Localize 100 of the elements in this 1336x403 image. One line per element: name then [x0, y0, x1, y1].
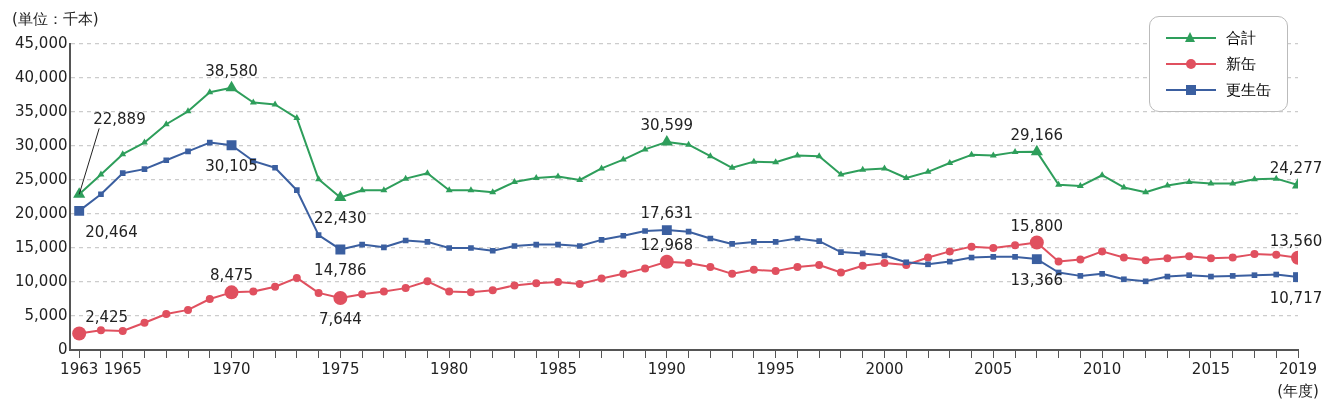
- point: [1229, 273, 1236, 279]
- point: [1250, 250, 1259, 259]
- point: [205, 295, 214, 303]
- point: [423, 277, 432, 286]
- point: [641, 264, 650, 273]
- point: [946, 159, 954, 165]
- data-label: 14,786: [314, 261, 367, 280]
- point: [489, 247, 496, 254]
- y-tick-label: 35,000: [14, 101, 68, 120]
- point: [837, 170, 845, 177]
- point: [728, 269, 737, 278]
- x-tick-label: 1970: [212, 359, 251, 378]
- point: [271, 100, 279, 107]
- point: [1076, 182, 1084, 189]
- data-label: 12,968: [640, 235, 694, 254]
- point: [989, 244, 998, 252]
- point: [1141, 256, 1150, 265]
- legend-label: 更生缶: [1226, 80, 1271, 100]
- point: [162, 309, 171, 318]
- point: [836, 268, 845, 277]
- point: [967, 242, 976, 251]
- legend-label: 新缶: [1226, 54, 1256, 74]
- y-tick-label: 45,000: [14, 33, 68, 52]
- point: [206, 88, 214, 95]
- x-tick-label: 2000: [865, 359, 904, 378]
- point: [598, 237, 605, 243]
- point: [620, 232, 627, 239]
- point: [1185, 178, 1193, 185]
- point: [140, 318, 149, 327]
- point: [945, 247, 954, 256]
- point: [946, 258, 953, 265]
- x-axis-title: (年度): [1277, 382, 1319, 400]
- point: [532, 279, 541, 288]
- point: [576, 243, 583, 249]
- point: [858, 261, 867, 270]
- point: [271, 282, 280, 291]
- point: [1208, 273, 1214, 280]
- point: [555, 241, 561, 248]
- point: [793, 263, 802, 272]
- x-tick-label: 1980: [430, 359, 469, 378]
- point: [467, 186, 475, 193]
- point: [924, 253, 932, 262]
- data-label: 2,425: [85, 307, 129, 326]
- y-tick-label: 20,000: [14, 203, 68, 222]
- point: [750, 157, 758, 164]
- point: [1011, 148, 1019, 155]
- point: [98, 191, 104, 198]
- point: [446, 245, 453, 251]
- point: [358, 186, 366, 193]
- data-label: 8,475: [210, 266, 254, 285]
- point: [294, 187, 300, 194]
- point: [902, 173, 910, 180]
- point: [445, 287, 454, 296]
- y-tick-label: 40,000: [14, 67, 68, 86]
- data-label: 20,464: [85, 222, 138, 241]
- point: [554, 172, 562, 179]
- x-tick-label: 2015: [1191, 359, 1231, 378]
- point: [163, 157, 170, 164]
- point: [815, 152, 823, 159]
- y-tick-label: 15,000: [14, 237, 68, 256]
- point: [293, 114, 301, 121]
- data-label: 30,105: [205, 157, 258, 176]
- y-tick-label: 10,000: [14, 271, 68, 290]
- point: [1185, 252, 1194, 261]
- point: [532, 173, 540, 180]
- point: [445, 186, 453, 193]
- x-tick-label: 1975: [321, 359, 360, 378]
- point: [1055, 180, 1063, 187]
- point: [706, 263, 715, 272]
- point: [1077, 273, 1084, 279]
- point: [249, 287, 258, 296]
- x-tick-label: 1995: [756, 359, 795, 378]
- point: [554, 278, 563, 286]
- point: [1098, 171, 1106, 178]
- point: [968, 150, 975, 157]
- point: [642, 228, 648, 234]
- point: [381, 244, 387, 251]
- point: [314, 288, 323, 297]
- point: [1012, 254, 1018, 260]
- data-label: 13,560: [1269, 231, 1323, 250]
- point: [510, 281, 519, 290]
- point: [751, 239, 757, 245]
- point: [423, 169, 431, 176]
- point: [838, 249, 844, 255]
- point: [1142, 278, 1149, 285]
- point: [97, 170, 105, 177]
- point: [1272, 250, 1281, 259]
- data-label: 22,889: [93, 110, 146, 129]
- data-label: 38,580: [205, 61, 258, 80]
- point: [118, 326, 127, 335]
- point: [401, 284, 410, 293]
- x-tick-label: 1990: [647, 359, 686, 378]
- y-tick-label: 5,000: [24, 305, 68, 324]
- point: [1011, 241, 1020, 250]
- point: [1054, 257, 1063, 266]
- point: [1251, 175, 1258, 182]
- point: [859, 165, 867, 172]
- point: [1186, 272, 1193, 279]
- point: [141, 166, 148, 172]
- point: [1251, 272, 1258, 279]
